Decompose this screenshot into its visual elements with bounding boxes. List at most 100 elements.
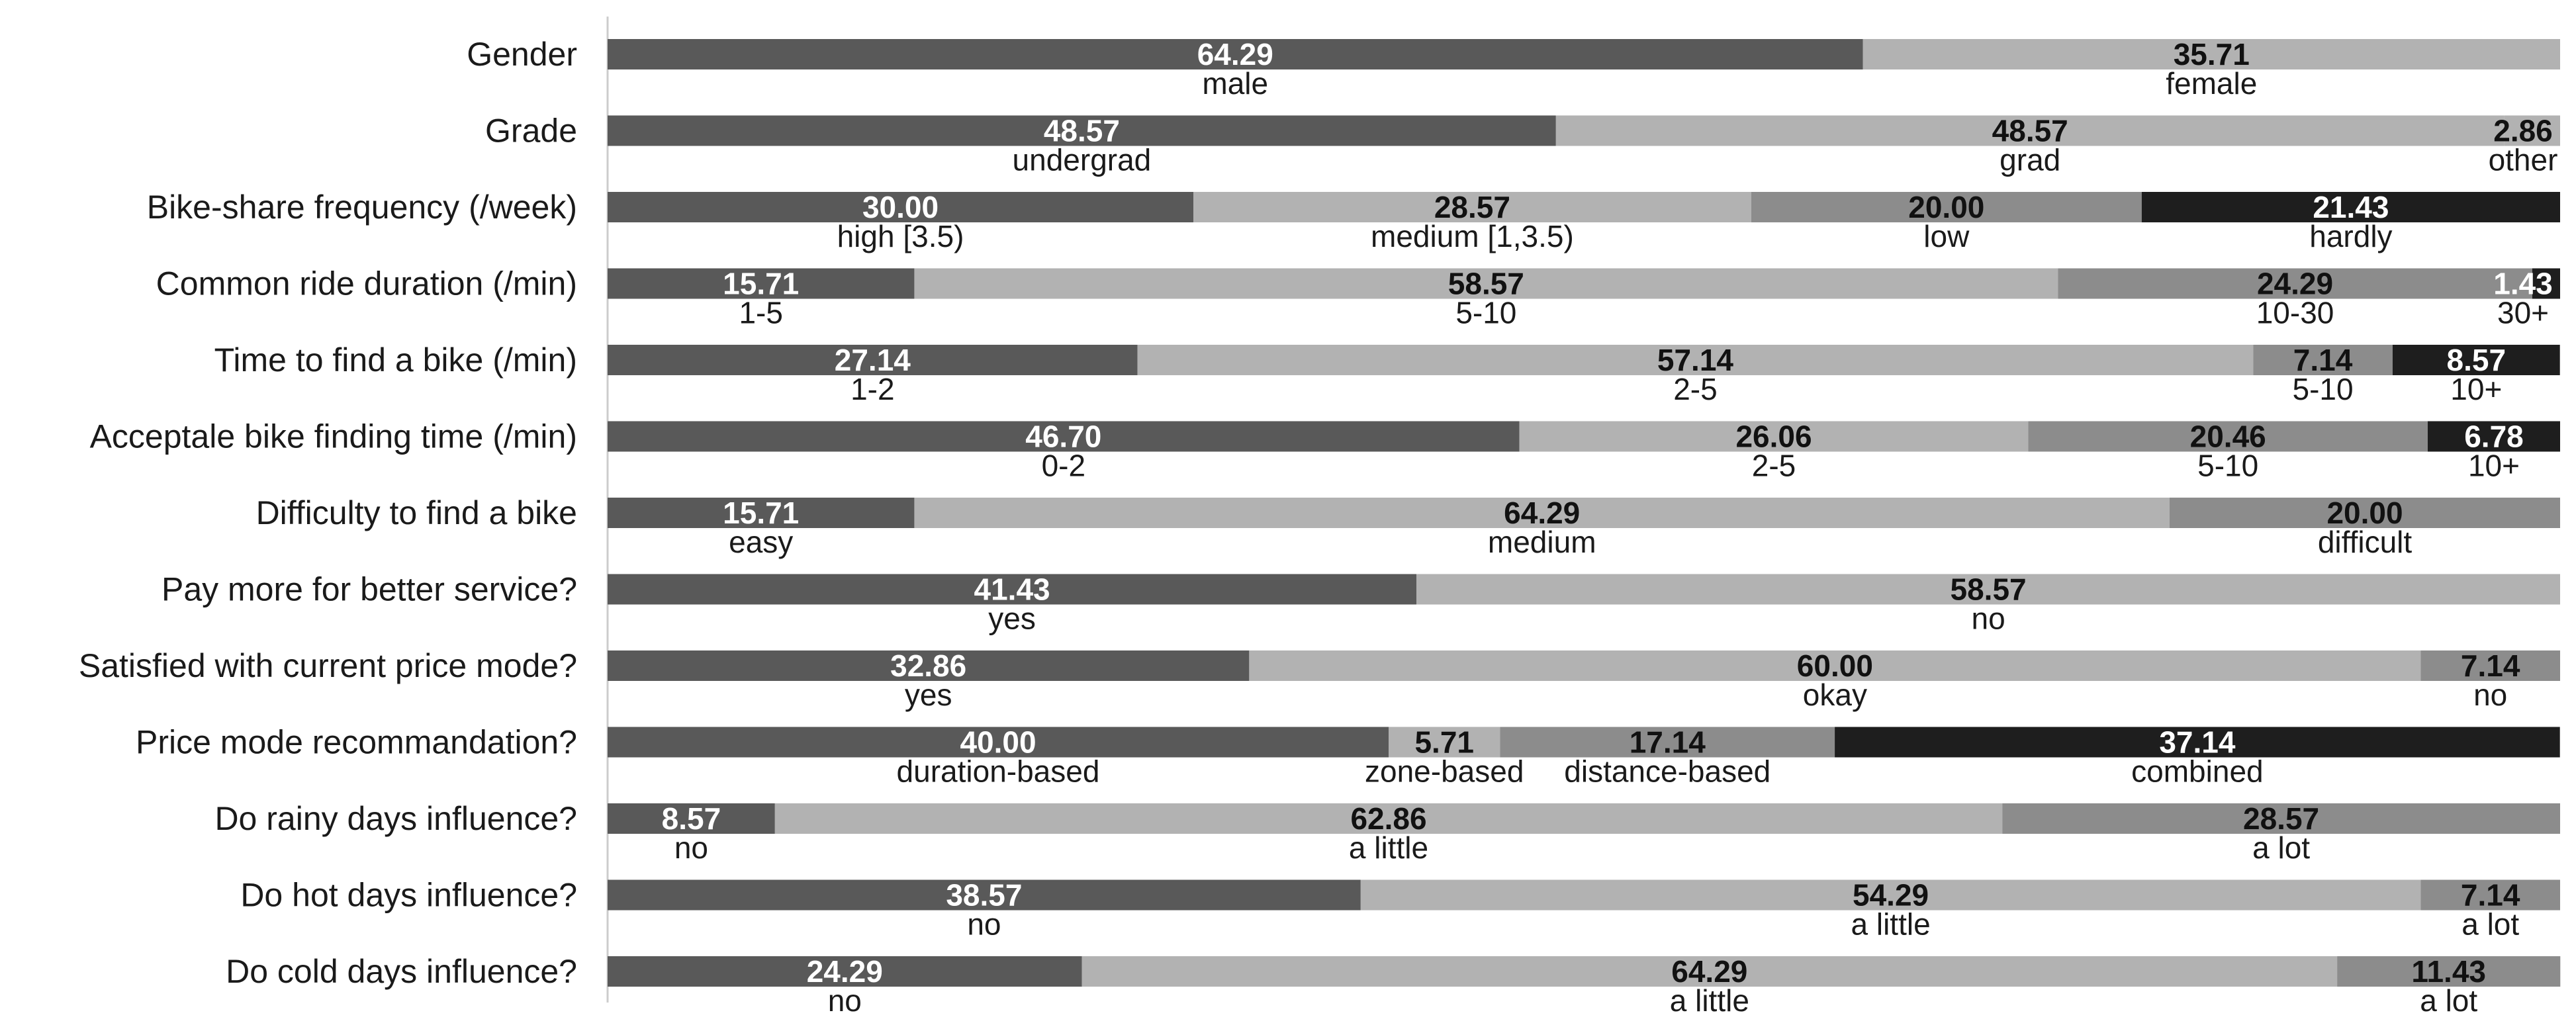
bar-segment	[1751, 192, 2142, 222]
data-label: 27.14	[835, 343, 911, 377]
category-label: duration-based	[897, 754, 1100, 789]
category-label: 1-5	[739, 296, 782, 330]
data-label: 7.14	[2293, 343, 2353, 377]
data-label: 8.57	[662, 801, 721, 836]
row-label: Gender	[467, 36, 577, 73]
bar-segment	[1500, 727, 1835, 758]
data-label: 28.57	[1434, 190, 1510, 224]
bar-segment	[2337, 956, 2561, 987]
category-label: yes	[988, 602, 1036, 636]
data-label: 24.29	[2257, 267, 2333, 301]
category-label: a lot	[2252, 830, 2310, 865]
row-label: Do rainy days influence?	[214, 800, 577, 837]
bar-segment	[608, 115, 1556, 146]
row-label: Satisfied with current price mode?	[79, 647, 577, 684]
data-label: 37.14	[2159, 725, 2236, 760]
bar-segment	[2532, 268, 2560, 299]
category-label: female	[2166, 66, 2257, 101]
row-label: Pay more for better service?	[161, 571, 577, 608]
bar-segment	[1081, 956, 2338, 987]
category-label: low	[1923, 219, 1970, 253]
bar-segment	[1193, 192, 1751, 222]
bar-segment	[1835, 727, 2560, 758]
category-label: no	[967, 907, 1001, 942]
bar-segment	[2253, 345, 2393, 375]
row-label: Common ride duration (/min)	[156, 265, 577, 302]
category-label: no	[828, 983, 862, 1018]
row-label: Bike-share frequency (/week)	[147, 189, 577, 226]
category-label: distance-based	[1564, 754, 1771, 789]
category-label: high [3.5)	[837, 219, 964, 253]
category-label: medium [1,3.5)	[1371, 219, 1574, 253]
bar-segment	[1416, 574, 2560, 605]
data-label: 15.71	[723, 267, 799, 301]
row-label: Grade	[485, 112, 577, 150]
bar-segment	[608, 421, 1520, 452]
bar-segment	[1863, 39, 2560, 69]
category-label: easy	[729, 525, 793, 559]
data-label: 48.57	[1992, 114, 2068, 148]
category-label: male	[1202, 66, 1268, 101]
bar-segment	[608, 650, 1250, 681]
data-label: 62.86	[1350, 801, 1426, 836]
data-label: 8.57	[2447, 343, 2507, 377]
bar-segment	[2058, 268, 2532, 299]
category-label: a lot	[2461, 907, 2519, 942]
bar-segment	[914, 498, 2170, 528]
category-label: difficult	[2318, 525, 2413, 559]
row-label: Do hot days influence?	[240, 877, 577, 914]
bar-segment	[1360, 879, 2421, 911]
bar-segment	[2002, 803, 2560, 834]
data-label: 57.14	[1657, 343, 1734, 377]
data-label: 7.14	[2461, 649, 2520, 683]
bar-segment	[1249, 650, 2421, 681]
data-label: 24.29	[807, 954, 883, 989]
row-label: Do cold days influence?	[226, 953, 577, 990]
category-label: okay	[1803, 678, 1867, 712]
category-label: a little	[1851, 907, 1931, 942]
category-label: grad	[2000, 143, 2060, 177]
category-label: no	[674, 830, 708, 865]
data-label: 20.00	[1908, 190, 1984, 224]
data-label: 46.70	[1025, 420, 1101, 454]
bar-segment	[2420, 650, 2560, 681]
data-label: 64.29	[1197, 37, 1273, 71]
data-label: 6.78	[2464, 420, 2524, 454]
category-label: other	[2489, 143, 2558, 177]
data-label: 2.86	[2493, 114, 2553, 148]
row-label: Acceptale bike finding time (/min)	[90, 418, 577, 455]
bar-segment	[608, 727, 1389, 758]
data-label: 20.46	[2190, 420, 2266, 454]
data-label: 40.00	[960, 725, 1036, 760]
bar-segment	[608, 39, 1863, 69]
bar-segment	[608, 574, 1417, 605]
category-label: medium	[1488, 525, 1596, 559]
data-label: 64.29	[1504, 496, 1580, 530]
data-label: 38.57	[946, 878, 1022, 913]
bar-segment	[608, 956, 1082, 987]
category-label: 5-10	[2293, 372, 2354, 406]
data-label: 11.43	[2411, 954, 2486, 989]
row-label: Price mode recommandation?	[136, 724, 577, 761]
data-label: 35.71	[2174, 37, 2250, 71]
data-label: 5.71	[1414, 725, 1474, 760]
data-label: 60.00	[1797, 649, 1873, 683]
data-label: 1.43	[2493, 267, 2553, 301]
category-label: no	[1972, 602, 2005, 636]
data-label: 15.71	[723, 496, 799, 530]
bar-segment	[2392, 345, 2560, 375]
bar-segment	[608, 803, 775, 834]
bar-segment	[2427, 421, 2560, 452]
bar-segment	[914, 268, 2058, 299]
category-label: 30+	[2497, 296, 2549, 330]
category-label: 10+	[2468, 449, 2520, 483]
bar-segment	[2504, 115, 2560, 146]
bar-segment	[1519, 421, 2029, 452]
bar-segment	[608, 192, 1193, 222]
bar-segment	[2170, 498, 2560, 528]
bar-segment	[774, 803, 2003, 834]
bar-segment	[608, 268, 915, 299]
data-label: 7.14	[2461, 878, 2520, 913]
